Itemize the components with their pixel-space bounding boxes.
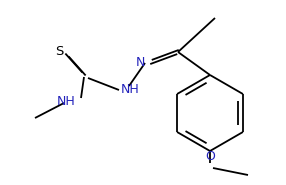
- Text: NH: NH: [121, 83, 140, 95]
- Text: N: N: [136, 56, 145, 68]
- Text: S: S: [55, 45, 63, 58]
- Text: O: O: [205, 150, 215, 163]
- Text: NH: NH: [56, 95, 75, 107]
